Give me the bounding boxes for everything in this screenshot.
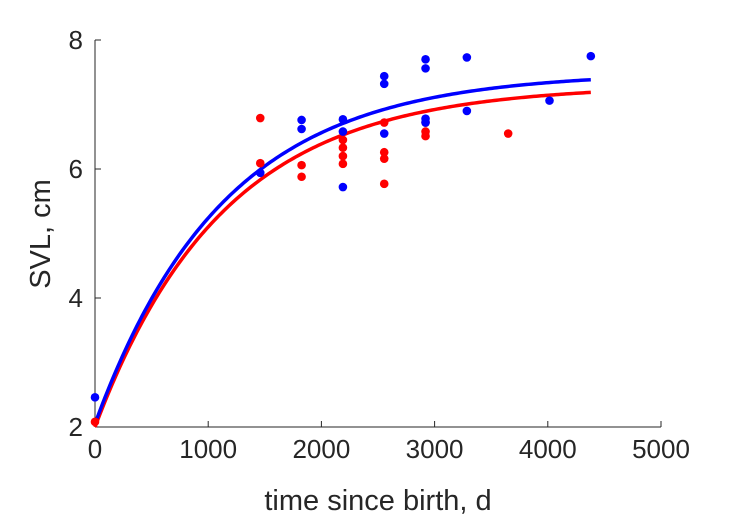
data-point-series-1 xyxy=(338,135,348,145)
y-tick-label: 8 xyxy=(69,25,83,55)
data-point-series-2 xyxy=(297,115,306,125)
data-point-series-2 xyxy=(545,96,554,105)
data-point-series-2 xyxy=(462,53,472,62)
data-point-series-2 xyxy=(379,79,389,89)
x-tick-label: 1000 xyxy=(179,434,237,464)
data-point-series-2 xyxy=(421,64,430,73)
x-axis-ticks: 0 1000 2000 3000 4000 5000 xyxy=(88,421,690,464)
data-point-series-1 xyxy=(297,172,306,182)
y-tick-label: 6 xyxy=(69,154,83,184)
x-tick-label: 2000 xyxy=(292,434,350,464)
x-tick-label: 4000 xyxy=(519,434,577,464)
data-point-series-2 xyxy=(586,51,596,61)
data-points xyxy=(90,51,596,427)
data-point-series-2 xyxy=(297,124,306,134)
x-tick-label: 0 xyxy=(88,434,102,464)
data-point-series-2 xyxy=(379,129,389,138)
data-point-series-2 xyxy=(338,182,348,192)
data-point-series-2 xyxy=(255,168,265,178)
data-point-series-1 xyxy=(90,417,100,427)
data-point-series-2 xyxy=(421,55,430,64)
data-point-series-2 xyxy=(379,71,389,81)
data-point-series-1 xyxy=(255,158,265,168)
data-point-series-2 xyxy=(338,115,348,124)
data-point-series-1 xyxy=(338,143,348,153)
data-point-series-1 xyxy=(379,147,389,157)
data-point-series-1 xyxy=(379,118,389,127)
data-point-series-2 xyxy=(90,393,100,402)
data-point-series-1 xyxy=(379,179,389,189)
data-point-series-1 xyxy=(338,159,348,169)
x-axis-label: time since birth, d xyxy=(264,485,491,517)
data-point-series-2 xyxy=(421,118,430,127)
plot-area: 0 1000 2000 3000 4000 5000 2 4 6 8 xyxy=(69,25,690,464)
data-point-series-1 xyxy=(503,129,513,138)
x-tick-label: 3000 xyxy=(406,434,464,464)
y-tick-label: 2 xyxy=(69,412,83,442)
data-point-series-1 xyxy=(297,160,306,170)
data-point-series-1 xyxy=(338,151,348,161)
data-point-series-2 xyxy=(462,106,472,116)
y-axis-ticks: 2 4 6 8 xyxy=(69,25,101,442)
data-point-series-2 xyxy=(338,127,348,136)
x-tick-label: 5000 xyxy=(632,434,690,464)
data-point-series-1 xyxy=(255,113,265,123)
y-axis-label: SVL, cm xyxy=(25,179,57,289)
data-point-series-1 xyxy=(379,154,389,163)
y-tick-label: 4 xyxy=(69,283,83,313)
data-point-series-1 xyxy=(421,131,430,141)
